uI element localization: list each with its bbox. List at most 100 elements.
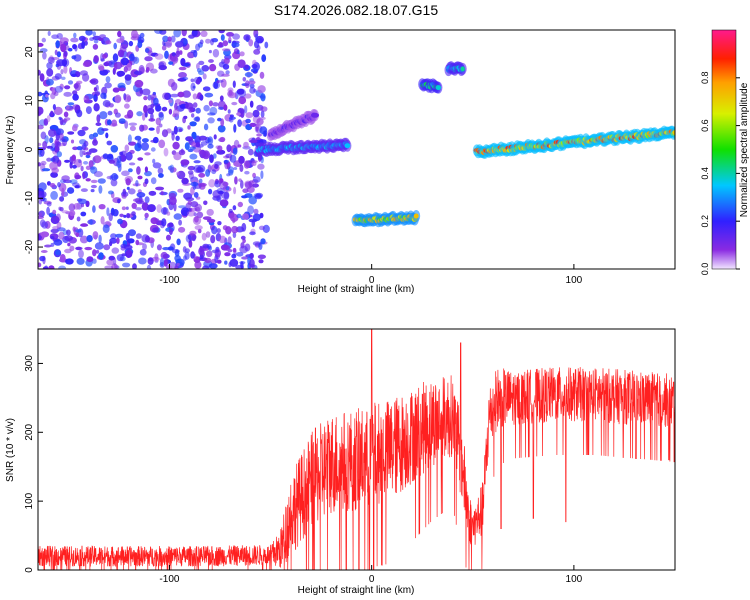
spectrogram-noise-blob xyxy=(52,226,60,230)
spectrogram-noise-blob xyxy=(56,59,65,67)
spectrogram-noise-blob xyxy=(245,118,251,124)
spectrogram-noise-blob xyxy=(208,263,218,269)
spectrogram-noise-blob xyxy=(142,112,146,121)
spectrogram-noise-blob xyxy=(102,100,111,107)
spectrogram-noise-blob xyxy=(232,205,237,211)
spectrogram-noise-blob xyxy=(163,147,169,157)
spectrogram-noise-blob xyxy=(158,173,164,178)
spectrogram-noise-blob xyxy=(38,106,44,115)
spectrogram-noise-blob xyxy=(166,211,171,216)
spectrogram-noise-blob xyxy=(173,213,182,220)
spectrogram-noise-blob xyxy=(93,171,103,178)
spectrogram-noise-blob xyxy=(86,235,93,243)
spectrogram-noise-blob xyxy=(242,77,247,82)
spectrogram-noise-blob xyxy=(61,210,69,214)
spectrogram-noise-blob xyxy=(257,85,266,94)
spectrogram-noise-blob xyxy=(139,32,145,38)
spectrogram-noise-blob xyxy=(264,41,269,49)
spectrogram-noise-blob xyxy=(150,147,156,152)
spectrogram-noise-blob xyxy=(243,160,250,169)
spectrogram-noise-blob xyxy=(38,182,47,191)
spectrogram-noise-blob xyxy=(38,124,44,130)
spectrogram-noise-blob xyxy=(244,64,249,70)
spectrogram-noise-blob xyxy=(240,242,245,249)
spectrogram-noise-blob xyxy=(125,206,129,210)
spectrogram-noise-blob xyxy=(67,187,75,194)
spectrogram-noise-blob xyxy=(54,145,60,153)
spectrogram-noise-blob xyxy=(207,117,215,124)
spectrogram-noise-blob xyxy=(233,186,237,195)
spectrogram-noise-blob xyxy=(93,39,99,44)
spectrogram-noise-blob xyxy=(125,151,133,161)
spectrogram-noise-blob xyxy=(238,96,247,105)
spectrogram-noise-blob xyxy=(226,144,232,153)
spectrogram-noise-blob xyxy=(252,213,261,222)
spectrogram-noise-blob xyxy=(238,88,247,98)
spectrogram-noise-blob xyxy=(126,186,130,190)
snr-y-tick-label: 0 xyxy=(24,567,35,573)
spectrogram-noise-blob xyxy=(152,162,162,169)
spectrogram-noise-blob xyxy=(109,241,113,247)
spectrogram-noise-blob xyxy=(160,251,168,260)
spectrogram-noise-blob xyxy=(156,204,162,213)
spectrogram-noise-blob xyxy=(256,133,262,137)
spectrogram-noise-blob xyxy=(142,243,147,251)
spectrogram-noise-blob xyxy=(88,160,94,168)
spectrogram-noise-blob xyxy=(54,91,59,97)
spectrogram-noise-blob xyxy=(109,174,114,181)
spectrogram-noise-blob xyxy=(123,214,127,218)
spectrogram-noise-blob xyxy=(79,70,88,76)
spectrogram-noise-blob xyxy=(100,58,105,62)
spectrogram-noise-blob xyxy=(39,219,46,228)
spectrogram-noise-blob xyxy=(169,164,175,174)
spectrogram-noise-blob xyxy=(210,235,216,244)
spectrogram-ridge-point xyxy=(311,112,319,118)
spectrogram-ridge-point xyxy=(344,143,351,149)
spectrogram-noise-blob xyxy=(257,37,263,44)
spectrogram-noise-blob xyxy=(218,235,227,244)
spectrogram-noise-blob xyxy=(79,149,84,158)
spectrogram-noise-blob xyxy=(110,179,118,187)
spectrogram-noise-blob xyxy=(117,30,122,38)
spectrogram-noise-blob xyxy=(190,82,196,92)
colorbar-tick-label: 0.2 xyxy=(700,215,710,228)
spectrogram-noise-blob xyxy=(228,36,232,43)
spectrogram-noise-blob xyxy=(167,36,172,42)
spectrogram-noise-blob xyxy=(41,168,51,172)
spectrogram-noise-blob xyxy=(74,174,82,180)
snr-y-tick-label: 100 xyxy=(24,492,35,509)
spectrogram-noise-blob xyxy=(236,213,242,219)
spectrogram-noise-blob xyxy=(89,166,95,170)
spectrogram-noise-blob xyxy=(67,80,74,85)
spectrogram-noise-blob xyxy=(178,66,187,71)
spectrogram-noise-blob xyxy=(78,198,87,205)
spectrogram-noise-blob xyxy=(134,135,142,141)
spectrogram-noise-blob xyxy=(233,123,237,133)
spectrogram-noise-blob xyxy=(124,74,132,81)
spectrogram-noise-blob xyxy=(59,254,66,263)
spectrogram-noise-blob xyxy=(50,190,58,200)
spectrogram-noise-blob xyxy=(193,116,200,122)
spectrogram-noise-blob xyxy=(175,50,180,57)
spectrogram-noise-blob xyxy=(254,40,260,49)
spectrogram-noise-blob xyxy=(187,136,194,141)
spectrogram-noise-blob xyxy=(202,150,211,160)
snr-y-tick-label: 300 xyxy=(24,355,35,372)
spectrogram-noise-blob xyxy=(59,207,64,212)
spectrogram-noise-blob xyxy=(131,211,136,217)
spectrogram-noise-blob xyxy=(94,91,101,96)
spectrogram-noise-blob xyxy=(209,63,217,72)
spectrogram-noise-blob xyxy=(205,231,211,238)
spectrogram-noise-blob xyxy=(241,195,248,199)
spectrogram-noise-blob xyxy=(113,42,117,50)
spectrogram-noise-blob xyxy=(219,180,228,190)
spectrogram-noise-blob xyxy=(102,69,111,74)
spectrogram-noise-blob xyxy=(105,40,112,45)
spectrogram-noise-blob xyxy=(83,95,90,103)
spectrogram-noise-blob xyxy=(259,71,265,79)
spectrogram-noise-blob xyxy=(66,229,71,236)
spectrogram-noise-blob xyxy=(64,85,71,90)
spectrogram-noise-blob xyxy=(228,116,236,120)
spectrogram-x-tick-label: 0 xyxy=(369,275,375,286)
spectrogram-noise-blob xyxy=(58,231,65,240)
